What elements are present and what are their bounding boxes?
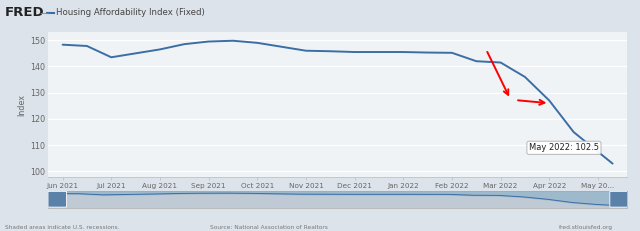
FancyBboxPatch shape (610, 191, 628, 207)
Text: May 2022: 102.5: May 2022: 102.5 (529, 143, 599, 152)
FancyBboxPatch shape (48, 191, 67, 207)
Text: FRED: FRED (5, 6, 45, 19)
Y-axis label: Index: Index (17, 94, 26, 116)
Text: —: — (40, 8, 49, 18)
Text: Housing Affordability Index (Fixed): Housing Affordability Index (Fixed) (56, 9, 205, 18)
Text: fred.stlouisfed.org: fred.stlouisfed.org (559, 225, 613, 230)
Text: Shaded areas indicate U.S. recessions.: Shaded areas indicate U.S. recessions. (5, 225, 120, 230)
Text: Source: National Association of Realtors: Source: National Association of Realtors (210, 225, 328, 230)
